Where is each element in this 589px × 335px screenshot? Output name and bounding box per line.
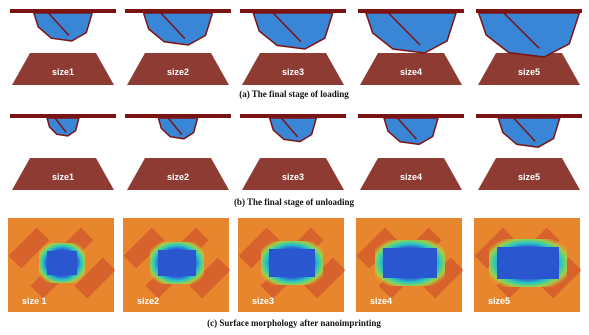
- indenter-grain: [34, 13, 92, 41]
- imprint: [158, 250, 196, 276]
- figure: (a) The final stage of loading size1 size2…: [0, 0, 589, 335]
- indenter-grain: [144, 13, 213, 45]
- panel-label: size1: [52, 172, 74, 182]
- row-caption: (a) The final stage of loading: [239, 89, 349, 99]
- imprint: [269, 249, 315, 277]
- panel-label: size4: [370, 296, 392, 306]
- panel-label: size5: [518, 172, 540, 182]
- indenter-grain: [270, 118, 317, 142]
- panel-label: size2: [167, 67, 189, 77]
- panel-label: size3: [282, 67, 304, 77]
- indenter-grain: [253, 13, 333, 49]
- row-caption: (b) The final stage of unloading: [234, 197, 355, 207]
- indenter-grain: [158, 118, 197, 139]
- panel-label: size5: [518, 67, 540, 77]
- indenter-grain: [498, 118, 559, 147]
- panel-label: size2: [137, 296, 159, 306]
- panel-label: size 1: [22, 296, 47, 306]
- imprint: [497, 247, 559, 279]
- indenter-grain: [384, 118, 438, 144]
- row-caption: (c) Surface morphology after nanoimprint…: [207, 318, 381, 328]
- panel-label: size3: [252, 296, 274, 306]
- panel-label: size4: [400, 172, 422, 182]
- panel-label: size5: [488, 296, 510, 306]
- panel-label: size2: [167, 172, 189, 182]
- imprint: [47, 251, 77, 275]
- indenter-grain: [366, 13, 456, 53]
- panel-label: size3: [282, 172, 304, 182]
- panel-label: size1: [52, 67, 74, 77]
- indenter-grain: [479, 13, 580, 57]
- panel-label: size4: [400, 67, 422, 77]
- indenter-grain: [47, 118, 79, 136]
- imprint: [383, 248, 437, 278]
